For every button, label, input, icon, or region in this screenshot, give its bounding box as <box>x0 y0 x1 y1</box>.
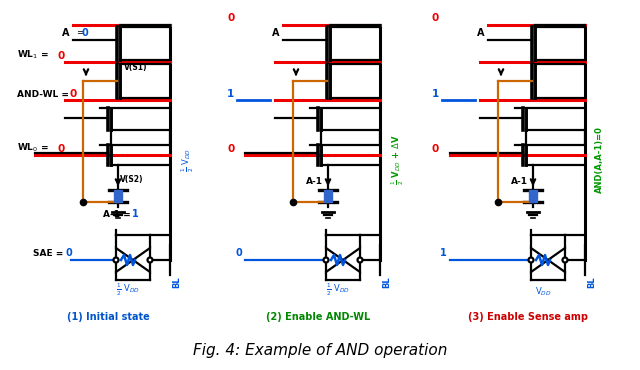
Text: 0: 0 <box>227 144 234 154</box>
Text: 0: 0 <box>82 28 89 38</box>
Text: A: A <box>477 28 484 38</box>
Text: 1: 1 <box>432 89 439 99</box>
Text: $\frac{1}{2}$ V$_{DD}$ + $\Delta$V: $\frac{1}{2}$ V$_{DD}$ + $\Delta$V <box>390 135 406 185</box>
Text: WL$_0$ =: WL$_0$ = <box>17 141 50 154</box>
Text: $\frac{1}{2}$ V$_{DD}$: $\frac{1}{2}$ V$_{DD}$ <box>326 282 350 298</box>
Text: (1) Initial state: (1) Initial state <box>67 312 149 322</box>
Text: V(S2): V(S2) <box>120 175 143 184</box>
Text: A: A <box>61 28 69 38</box>
Bar <box>324 190 332 202</box>
Text: BL: BL <box>587 276 596 288</box>
Text: 0: 0 <box>69 89 76 99</box>
Text: AND(A,A-1)=0: AND(A,A-1)=0 <box>595 127 604 194</box>
Text: 0: 0 <box>227 13 234 23</box>
Text: 0: 0 <box>432 144 439 154</box>
Text: BL: BL <box>172 276 181 288</box>
Bar <box>529 190 537 202</box>
Text: SAE =: SAE = <box>33 249 63 258</box>
Circle shape <box>358 258 362 262</box>
Text: WL$_1$ =: WL$_1$ = <box>17 48 50 61</box>
Text: 1: 1 <box>227 89 234 99</box>
Text: V(S1): V(S1) <box>124 63 147 72</box>
Text: $\frac{1}{2}$ V$_{DD}$: $\frac{1}{2}$ V$_{DD}$ <box>180 148 196 172</box>
Text: 0: 0 <box>432 13 439 23</box>
Text: 1: 1 <box>132 209 139 219</box>
Text: (3) Enable Sense amp: (3) Enable Sense amp <box>468 312 588 322</box>
Bar <box>114 190 122 202</box>
Text: AND-WL =: AND-WL = <box>17 90 72 99</box>
Text: (2) Enable AND-WL: (2) Enable AND-WL <box>266 312 370 322</box>
Text: Fig. 4: Example of AND operation: Fig. 4: Example of AND operation <box>193 343 447 357</box>
Text: 0: 0 <box>57 144 64 154</box>
Text: 0: 0 <box>57 51 64 61</box>
Circle shape <box>563 258 568 262</box>
Text: V$_{DD}$: V$_{DD}$ <box>534 286 551 298</box>
Text: $\frac{1}{2}$ V$_{DD}$: $\frac{1}{2}$ V$_{DD}$ <box>116 282 140 298</box>
Text: 0: 0 <box>235 248 242 258</box>
Text: A: A <box>271 28 279 38</box>
Text: BL: BL <box>382 276 391 288</box>
Text: A-1 =: A-1 = <box>103 210 134 219</box>
Text: 0: 0 <box>65 248 72 258</box>
Circle shape <box>529 258 534 262</box>
Circle shape <box>147 258 152 262</box>
Circle shape <box>113 258 118 262</box>
Text: 1: 1 <box>440 248 447 258</box>
Circle shape <box>323 258 328 262</box>
Text: A-1: A-1 <box>306 177 323 186</box>
Text: =: = <box>76 28 83 37</box>
Text: A-1: A-1 <box>511 177 528 186</box>
